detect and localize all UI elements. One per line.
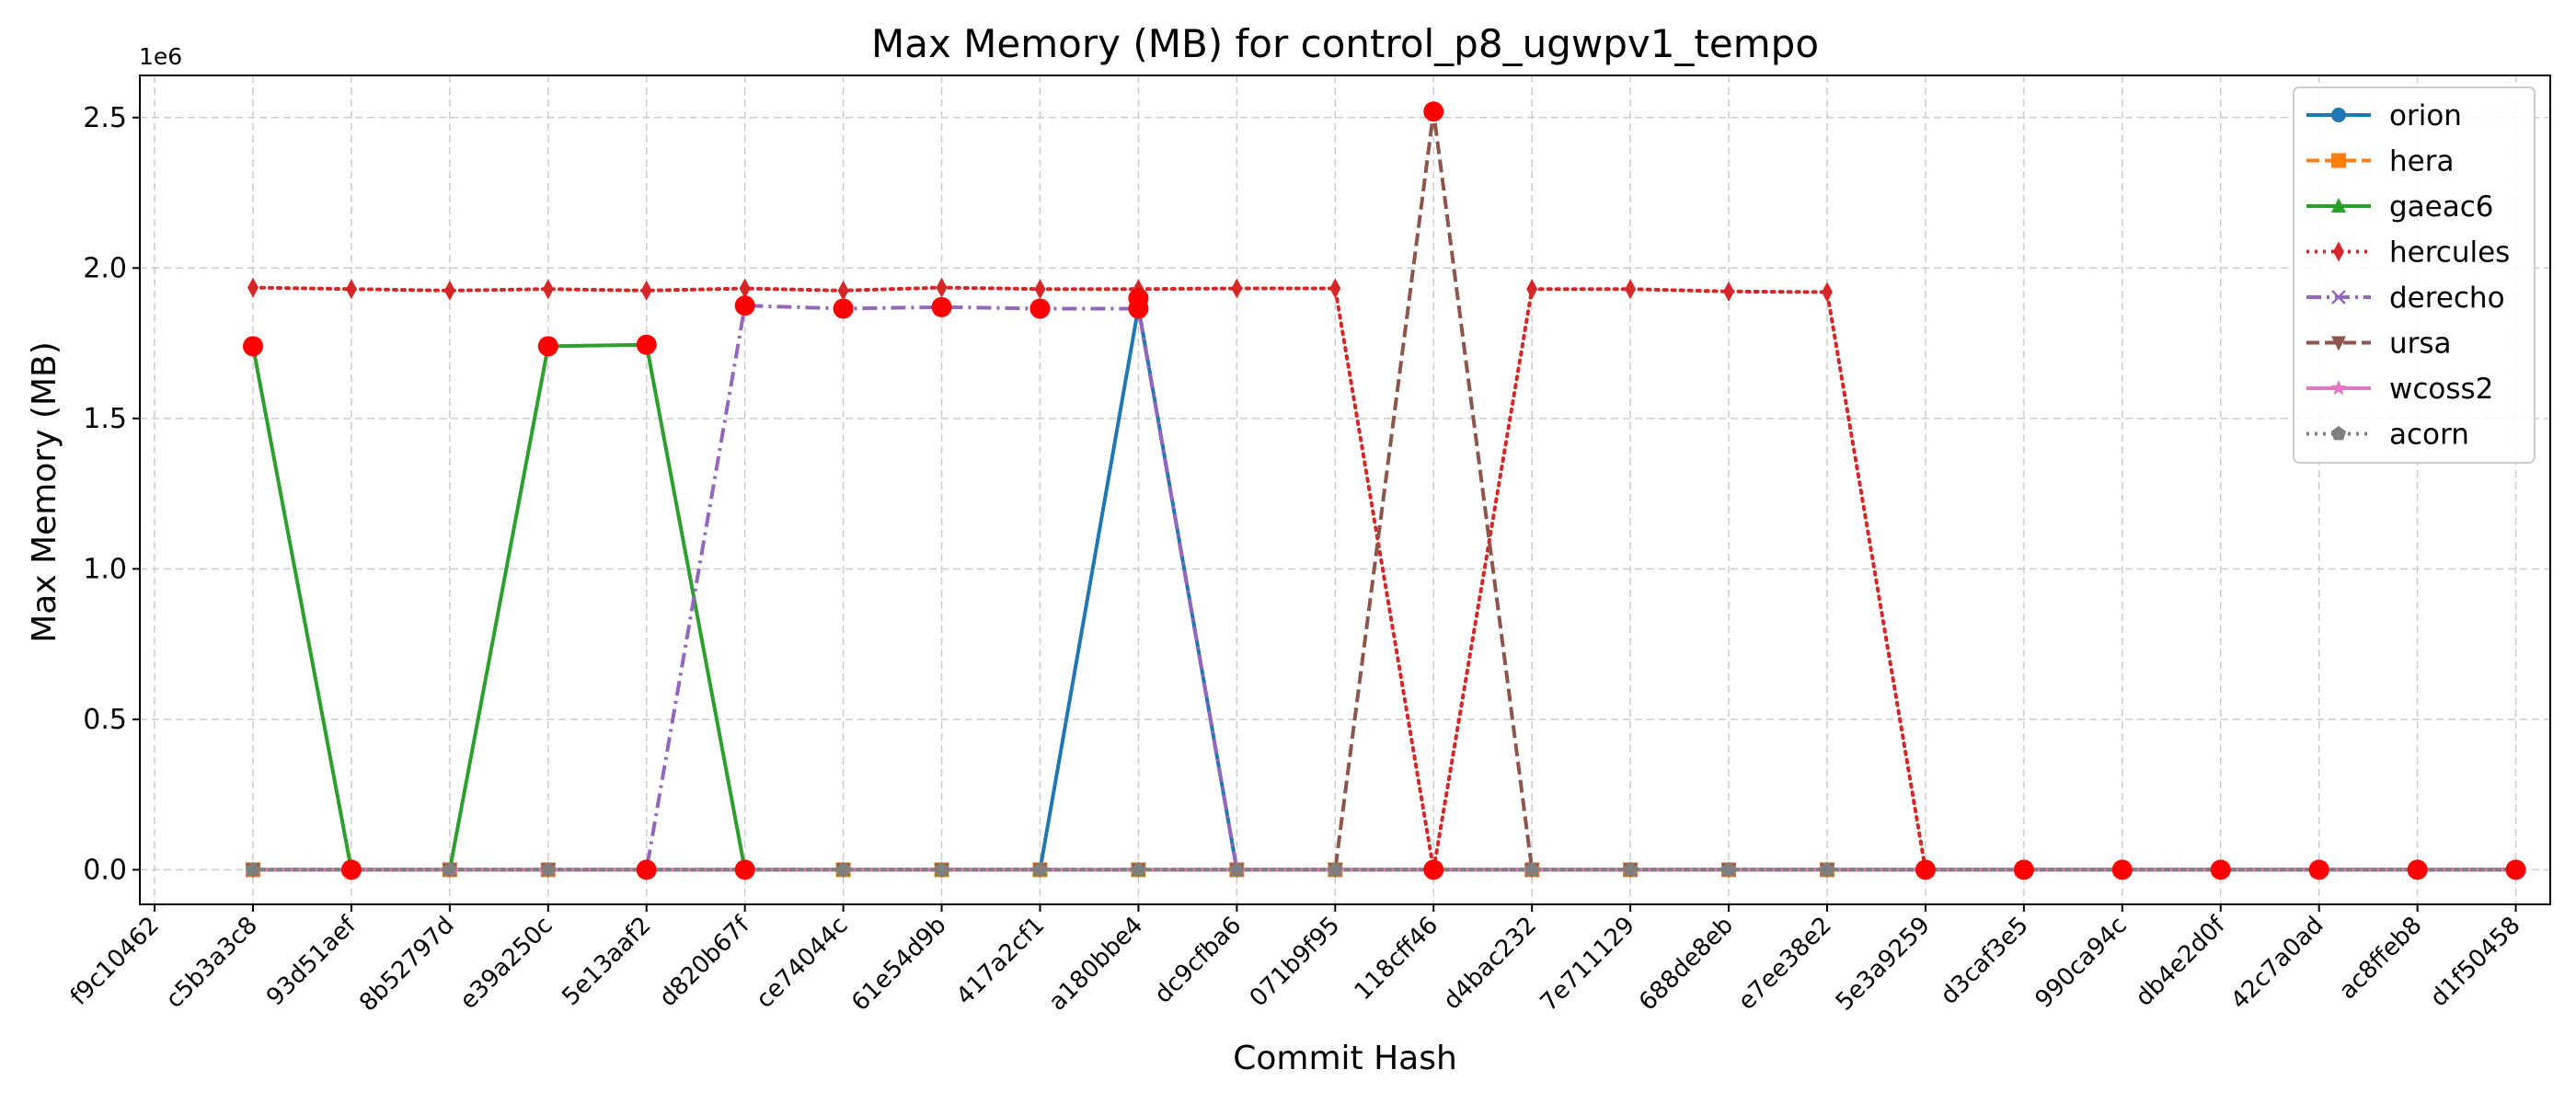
data-point-hercules	[936, 277, 948, 298]
plot-frame	[139, 75, 2551, 905]
legend-label: ursa	[2389, 328, 2452, 361]
highlight-point	[734, 859, 755, 880]
data-point-acorn	[1720, 861, 1737, 877]
legend-marker	[2330, 380, 2347, 396]
data-point-hercules	[1329, 278, 1341, 299]
highlight-point	[2407, 859, 2428, 880]
legend-entry-wcoss2: wcoss2	[2306, 373, 2493, 406]
data-point-hercules	[345, 279, 357, 300]
chart-title: Max Memory (MB) for control_p8_ugwpv1_te…	[871, 21, 1819, 66]
data-point-acorn	[1131, 861, 1146, 877]
highlight-point	[2505, 859, 2526, 880]
legend-box	[2293, 86, 2536, 464]
data-point-hercules	[443, 280, 455, 301]
y-tick-label: 2.0	[83, 252, 127, 284]
legend-label: hercules	[2389, 236, 2510, 270]
highlight-layer	[242, 101, 2526, 880]
data-point-hercules	[1723, 281, 1735, 302]
highlight-point	[242, 336, 263, 357]
highlight-point	[1423, 859, 1444, 880]
data-point-hercules	[1231, 278, 1243, 299]
legend-label: acorn	[2389, 419, 2469, 452]
highlight-point	[1128, 288, 1149, 309]
highlight-point	[1029, 298, 1051, 319]
data-point-hercules	[1625, 279, 1637, 300]
data-point-acorn	[1524, 861, 1540, 877]
data-point-acorn	[934, 861, 949, 877]
data-point-hercules	[739, 278, 751, 299]
legend-entry-hercules: hercules	[2306, 236, 2510, 270]
legend-marker	[2331, 153, 2346, 168]
data-point-hercules	[640, 280, 652, 301]
y-tick-label: 1.0	[83, 553, 127, 585]
y-offset-label: 1e6	[139, 43, 182, 70]
legend-label: derecho	[2389, 282, 2505, 315]
legend-marker	[2331, 290, 2346, 305]
highlight-point	[931, 296, 952, 317]
data-point-acorn	[1229, 861, 1245, 877]
x-axis-label: Commit Hash	[1233, 1040, 1457, 1077]
data-point-hercules	[1822, 282, 1833, 303]
legend-marker	[2333, 241, 2344, 262]
legend-label: orion	[2389, 99, 2462, 132]
y-tick-label: 2.5	[83, 102, 127, 134]
data-point-acorn	[1032, 861, 1048, 877]
data-point-acorn	[540, 861, 556, 877]
y-tick-label: 1.5	[83, 403, 127, 435]
legend-marker	[2330, 426, 2347, 441]
data-point-hercules	[1526, 279, 1538, 300]
highlight-point	[734, 295, 755, 316]
y-tick-label: 0.0	[83, 854, 127, 886]
data-point-hercules	[542, 279, 554, 300]
y-tick-label: 0.5	[83, 704, 127, 736]
highlight-point	[2111, 859, 2133, 880]
legend-marker	[2331, 336, 2346, 351]
data-point-hercules	[837, 280, 849, 301]
legend-entry-ursa: ursa	[2306, 328, 2452, 361]
legend-entry-acorn: acorn	[2306, 419, 2469, 452]
data-point-acorn	[835, 861, 851, 877]
highlight-point	[340, 859, 362, 880]
highlight-point	[636, 334, 657, 355]
highlight-point	[2210, 859, 2231, 880]
highlight-point	[537, 336, 558, 357]
legend-entry-hera: hera	[2306, 145, 2454, 178]
data-point-acorn	[1623, 861, 1639, 877]
data-point-acorn	[442, 861, 457, 877]
data-point-acorn	[1819, 861, 1835, 877]
highlight-point	[636, 859, 657, 880]
data-point-hercules	[247, 277, 259, 298]
data-point-acorn	[1328, 861, 1343, 877]
legend-marker	[2331, 198, 2346, 213]
highlight-point	[2308, 859, 2329, 880]
legend-label: wcoss2	[2389, 373, 2493, 406]
legend-entry-derecho: derecho	[2306, 282, 2505, 315]
legend: orion hera gaeac6 hercules derecho ursa wcoss2…	[2293, 86, 2536, 464]
highlight-point	[833, 298, 854, 319]
legend-label: hera	[2389, 145, 2454, 178]
legend-marker	[2331, 108, 2346, 122]
highlight-point	[1423, 101, 1444, 122]
y-axis-label: Max Memory (MB)	[26, 341, 63, 643]
legend-entry-orion: orion	[2306, 99, 2462, 132]
highlight-point	[1915, 859, 1936, 880]
legend-entry-gaeac6: gaeac6	[2306, 190, 2494, 224]
legend-label: gaeac6	[2389, 190, 2494, 224]
data-point-acorn	[245, 861, 261, 877]
highlight-point	[2013, 859, 2034, 880]
data-point-hercules	[1034, 279, 1046, 300]
